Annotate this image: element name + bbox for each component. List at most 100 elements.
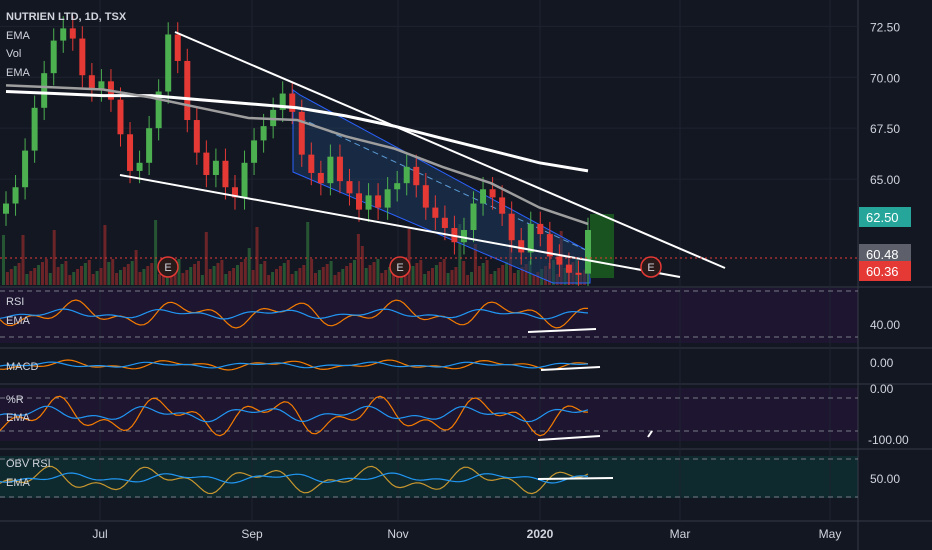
volume-bar (290, 274, 294, 285)
volume-bar (399, 275, 403, 285)
volume-bar (520, 267, 524, 285)
price-tag (859, 261, 911, 281)
legend-ema[interactable]: EMA (6, 30, 30, 42)
candle-body (346, 181, 353, 194)
price-tick-label: 67.50 (870, 122, 900, 136)
volume-bar (247, 248, 251, 285)
candle-body (518, 240, 525, 253)
volume-bar (220, 260, 224, 285)
volume-bar (72, 272, 76, 285)
volume-bar (505, 262, 509, 285)
volume-bar (111, 259, 115, 285)
wr-ema-label[interactable]: EMA (6, 412, 30, 424)
volume-bar (423, 274, 427, 285)
macd-label[interactable]: MACD (6, 361, 39, 373)
volume-bar (368, 265, 372, 285)
candle-body (69, 28, 76, 39)
lower-trendline (119, 174, 681, 278)
rsi-ema-line (0, 308, 589, 320)
obv-ema-line (0, 472, 589, 484)
volume-bar (489, 274, 493, 285)
volume-bar (388, 267, 392, 285)
volume-bar (411, 266, 415, 285)
volume-bar (501, 265, 505, 285)
volume-bar (243, 259, 247, 285)
volume-bar (185, 270, 189, 285)
candle-body (336, 156, 343, 182)
volume-bar (259, 264, 263, 285)
volume-bar (2, 235, 5, 285)
candle-body (174, 34, 181, 61)
volume-bar (360, 246, 364, 285)
macd-signal-line (0, 361, 589, 369)
volume-bar (126, 264, 130, 285)
volume-bar (278, 266, 282, 285)
volume-bar (17, 263, 21, 285)
volume-bar (356, 234, 360, 285)
volume-bar (239, 262, 243, 285)
volume-bar (337, 272, 341, 285)
volume-bar (286, 260, 290, 285)
volume-bar (306, 222, 310, 285)
candle-body (537, 223, 544, 235)
time-axis-label: Jul (92, 527, 107, 541)
candle-body (165, 34, 172, 92)
wr-line (0, 395, 589, 437)
volume-bar (251, 270, 255, 285)
candle-body (50, 40, 57, 74)
earnings-marker (389, 256, 411, 278)
volume-bar (512, 273, 516, 285)
rsi-label[interactable]: RSI (6, 296, 25, 308)
volume-bar (372, 262, 376, 285)
price-tag-label: 62.50 (866, 210, 899, 225)
volume-bar (232, 268, 236, 285)
legend-vol[interactable]: Vol (6, 48, 22, 60)
candle-body (432, 207, 439, 218)
volume-bar (76, 269, 80, 285)
wr-label[interactable]: %R (6, 394, 24, 406)
volume-bar (271, 272, 275, 285)
volume-bar (154, 220, 158, 285)
volume-bar (158, 274, 161, 285)
candle-body (327, 156, 334, 184)
candle-body (41, 73, 48, 108)
candle-body (508, 213, 515, 241)
earnings-marker (640, 256, 662, 278)
time-axis-label: May (819, 527, 842, 541)
volume-bar (150, 263, 154, 285)
candle-body (546, 234, 553, 257)
candle-body (60, 28, 67, 41)
volume-bar (115, 273, 119, 285)
volume-bar (485, 260, 489, 285)
volume-bar (493, 271, 497, 285)
volume-bar (302, 265, 306, 285)
price-tick-label: 72.50 (870, 20, 900, 34)
volume-bar (380, 273, 384, 285)
volume-bar (87, 260, 91, 285)
candle-body (3, 203, 9, 214)
volume-bar (255, 227, 259, 285)
volume-bar (364, 268, 368, 285)
candle-body (231, 187, 238, 198)
volume-bar (407, 229, 411, 285)
volume-bar (267, 275, 271, 285)
time-axis-label: Nov (387, 527, 408, 541)
volume-bar (294, 271, 298, 285)
rsi-ema-label[interactable]: EMA (6, 315, 30, 327)
price-tag (859, 207, 911, 227)
candle-body (251, 140, 258, 163)
price-tag (859, 244, 911, 264)
candle-body (527, 223, 534, 253)
volume-bar (177, 259, 181, 285)
obv-ema-label[interactable]: EMA (6, 477, 30, 489)
candle-body (146, 128, 153, 163)
volume-bar (80, 266, 83, 285)
wr-ema-line (0, 405, 589, 423)
projection-box (590, 214, 614, 278)
volume-bar (161, 271, 165, 285)
legend-vol-ema[interactable]: EMA (6, 67, 30, 79)
obv-label[interactable]: OBV RSI (6, 458, 51, 470)
wr-trendline (537, 435, 601, 441)
volume-bar (44, 259, 48, 285)
